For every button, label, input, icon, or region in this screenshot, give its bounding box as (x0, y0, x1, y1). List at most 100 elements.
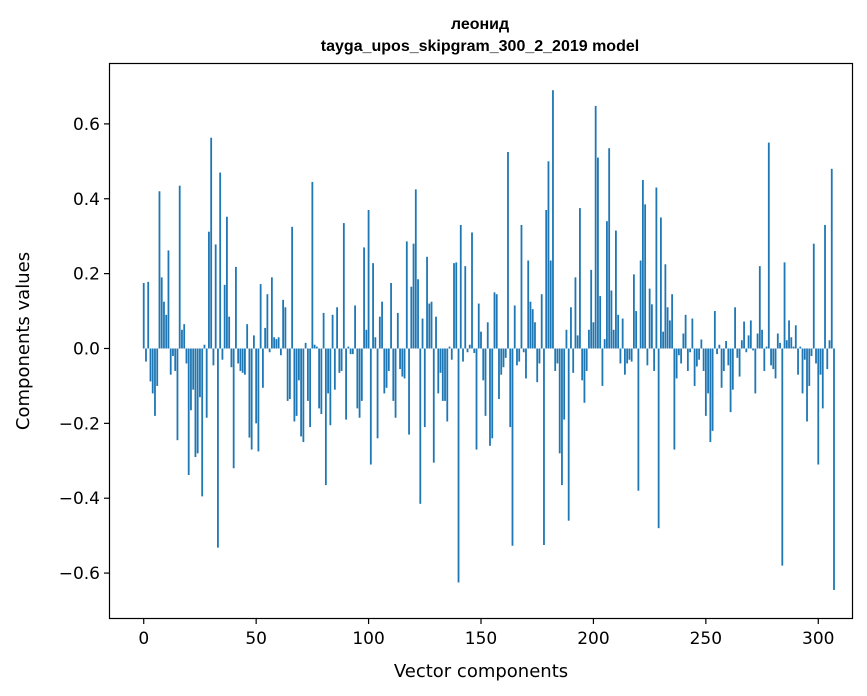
bar-287 (788, 320, 790, 349)
bar-189 (567, 348, 570, 521)
bar-117 (405, 241, 408, 349)
bar-51 (257, 348, 260, 452)
bar-181 (549, 260, 552, 349)
bar-1 (145, 348, 147, 362)
bar-129 (432, 348, 435, 463)
bar-204 (601, 348, 604, 386)
bar-265 (738, 348, 741, 377)
bar-149 (477, 303, 480, 349)
bar-279 (770, 348, 772, 366)
bar-241 (684, 314, 687, 349)
bar-113 (396, 312, 399, 349)
bar-182 (552, 90, 554, 349)
bar-6 (156, 348, 159, 386)
bar-200 (592, 322, 595, 349)
y-axis-label: Components values (13, 252, 34, 430)
bar-59 (275, 339, 278, 349)
bar-107 (383, 348, 386, 394)
bar-80 (322, 312, 325, 349)
bar-137 (450, 348, 453, 360)
bar-21 (190, 348, 192, 411)
bar-164 (511, 348, 514, 546)
y-tick-label: 0.0 (73, 339, 100, 359)
bar-20 (187, 348, 190, 476)
bar-271 (752, 348, 754, 351)
bar-116 (403, 348, 406, 379)
bar-276 (763, 348, 766, 371)
bar-176 (538, 348, 541, 364)
x-tick-label: 150 (465, 629, 497, 649)
bar-11 (167, 250, 170, 349)
bar-226 (650, 304, 653, 349)
bar-119 (410, 286, 413, 349)
bar-8 (160, 277, 163, 349)
bar-63 (284, 307, 287, 349)
bar-291 (797, 348, 799, 375)
bar-196 (583, 348, 586, 403)
bar-231 (662, 331, 665, 349)
bar-124 (421, 318, 424, 349)
bar-160 (502, 348, 505, 368)
bar-92 (349, 348, 352, 355)
bar-210 (615, 230, 617, 349)
bar-209 (612, 329, 615, 349)
bar-278 (767, 142, 770, 349)
bar-232 (664, 264, 667, 349)
bar-175 (536, 348, 539, 383)
bar-118 (408, 348, 410, 435)
bar-138 (453, 263, 455, 349)
bar-157 (495, 294, 498, 349)
bar-96 (358, 348, 361, 418)
bar-128 (430, 301, 433, 349)
bar-12 (169, 348, 172, 375)
y-tick-label: −0.4 (59, 489, 100, 509)
bar-56 (268, 348, 271, 353)
bar-225 (648, 288, 651, 349)
bar-277 (765, 346, 768, 349)
bar-64 (286, 348, 289, 401)
bar-74 (309, 348, 312, 428)
bar-48 (250, 348, 253, 450)
bar-258 (722, 348, 725, 371)
bar-95 (356, 348, 359, 409)
bar-249 (702, 348, 705, 371)
x-tick-label: 50 (245, 629, 267, 649)
bar-72 (304, 342, 307, 349)
bar-78 (318, 348, 321, 409)
bar-50 (255, 348, 258, 424)
bar-192 (574, 277, 577, 349)
bar-136 (448, 346, 451, 349)
bar-93 (351, 348, 354, 355)
bar-52 (259, 284, 262, 349)
bar-100 (367, 209, 370, 349)
bar-98 (363, 247, 365, 349)
bar-248 (700, 339, 703, 349)
bar-259 (725, 341, 727, 349)
bar-236 (673, 348, 676, 450)
bar-3 (149, 348, 152, 382)
bar-223 (644, 204, 647, 349)
bar-193 (576, 335, 579, 349)
bar-0 (142, 282, 145, 349)
bar-283 (779, 342, 781, 349)
bar-165 (513, 305, 516, 349)
bar-17 (181, 329, 183, 349)
bar-257 (720, 348, 723, 388)
bar-115 (401, 348, 404, 377)
bar-299 (815, 348, 817, 364)
bar-44 (241, 348, 244, 373)
bar-208 (610, 290, 613, 349)
bar-169 (522, 348, 525, 353)
bar-234 (668, 320, 671, 349)
bar-173 (531, 309, 534, 349)
bar-270 (749, 320, 752, 349)
bar-65 (288, 348, 291, 400)
bar-135 (446, 348, 449, 422)
bar-155 (491, 348, 494, 439)
bar-39 (230, 348, 233, 368)
bar-185 (558, 348, 561, 454)
bar-84 (331, 314, 334, 349)
bar-178 (543, 348, 545, 546)
bar-302 (821, 348, 824, 409)
